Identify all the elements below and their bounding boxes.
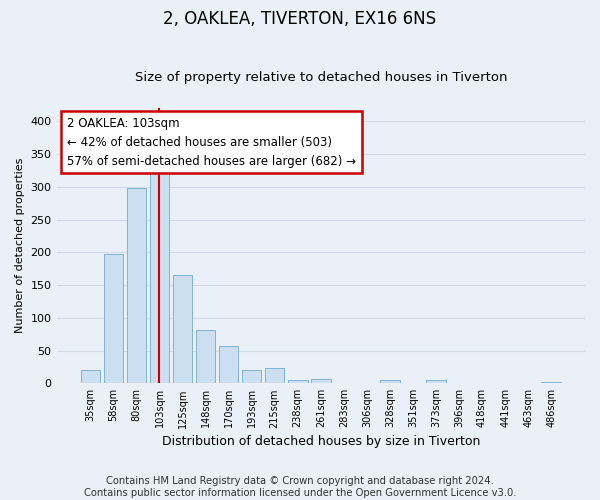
Bar: [219, 346, 238, 384]
Bar: [426, 380, 446, 384]
Bar: [265, 368, 284, 384]
Bar: [380, 380, 400, 384]
Text: 2, OAKLEA, TIVERTON, EX16 6NS: 2, OAKLEA, TIVERTON, EX16 6NS: [163, 10, 437, 28]
Text: 2 OAKLEA: 103sqm
← 42% of detached houses are smaller (503)
57% of semi-detached: 2 OAKLEA: 103sqm ← 42% of detached house…: [67, 116, 356, 168]
Bar: [288, 380, 308, 384]
X-axis label: Distribution of detached houses by size in Tiverton: Distribution of detached houses by size …: [161, 434, 480, 448]
Bar: [104, 254, 123, 384]
Bar: [127, 188, 146, 384]
Bar: [149, 170, 169, 384]
Bar: [541, 382, 561, 384]
Title: Size of property relative to detached houses in Tiverton: Size of property relative to detached ho…: [134, 70, 507, 84]
Bar: [242, 370, 262, 384]
Bar: [311, 380, 331, 384]
Bar: [196, 330, 215, 384]
Y-axis label: Number of detached properties: Number of detached properties: [15, 158, 25, 334]
Bar: [80, 370, 100, 384]
Text: Contains HM Land Registry data © Crown copyright and database right 2024.
Contai: Contains HM Land Registry data © Crown c…: [84, 476, 516, 498]
Bar: [173, 274, 193, 384]
